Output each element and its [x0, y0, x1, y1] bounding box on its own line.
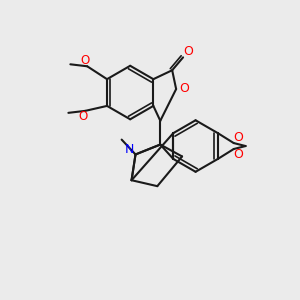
Text: N: N	[125, 143, 134, 156]
Text: O: O	[179, 82, 189, 94]
Text: O: O	[233, 130, 243, 144]
Text: O: O	[81, 54, 90, 67]
Text: O: O	[183, 45, 193, 58]
Text: O: O	[233, 148, 243, 161]
Text: O: O	[79, 110, 88, 123]
